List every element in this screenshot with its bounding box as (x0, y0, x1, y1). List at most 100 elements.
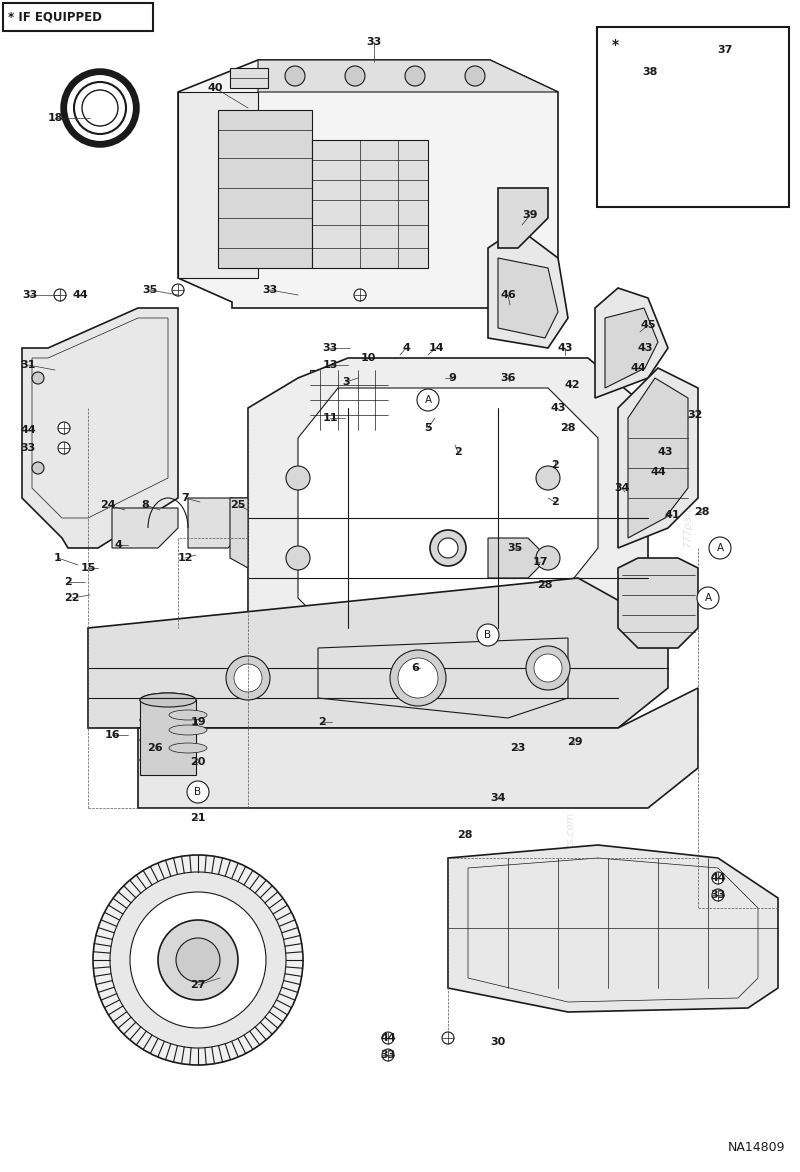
Circle shape (354, 289, 366, 301)
Text: 43: 43 (658, 447, 673, 457)
Circle shape (465, 66, 485, 86)
Text: 5: 5 (424, 423, 432, 432)
Text: 28: 28 (458, 830, 473, 840)
Text: 37: 37 (718, 45, 733, 55)
Circle shape (536, 546, 560, 570)
Text: 7: 7 (181, 493, 189, 503)
Text: 24: 24 (100, 500, 116, 510)
Polygon shape (88, 578, 668, 728)
Circle shape (382, 1049, 394, 1061)
Text: 19: 19 (190, 717, 206, 727)
Text: 26: 26 (147, 743, 163, 752)
Ellipse shape (140, 732, 196, 747)
Text: 4: 4 (114, 540, 122, 550)
Polygon shape (298, 388, 598, 638)
Ellipse shape (140, 693, 196, 707)
Text: 33: 33 (322, 343, 338, 353)
Polygon shape (595, 288, 668, 398)
Text: B: B (485, 631, 491, 640)
Text: NA14809: NA14809 (727, 1142, 785, 1154)
Text: 43: 43 (550, 403, 566, 413)
Text: 44: 44 (72, 289, 88, 300)
Text: 777parts.com: 777parts.com (683, 476, 693, 548)
Circle shape (58, 442, 70, 454)
Text: 777parts.com: 777parts.com (405, 709, 415, 786)
Text: * IF EQUIPPED: * IF EQUIPPED (8, 11, 102, 23)
Polygon shape (618, 368, 698, 548)
Text: 14: 14 (428, 343, 444, 353)
Polygon shape (498, 258, 558, 338)
Text: A: A (705, 593, 711, 604)
Circle shape (438, 538, 458, 558)
Text: 33: 33 (22, 289, 38, 300)
Ellipse shape (140, 752, 196, 766)
Text: 28: 28 (560, 423, 576, 432)
Circle shape (234, 665, 262, 691)
Text: 32: 32 (687, 410, 702, 420)
Circle shape (345, 66, 365, 86)
Text: 6: 6 (411, 663, 419, 673)
Text: *: * (611, 38, 618, 52)
Ellipse shape (140, 713, 196, 727)
Polygon shape (188, 498, 248, 548)
Text: 33: 33 (710, 890, 726, 900)
Circle shape (158, 920, 238, 1000)
Text: 12: 12 (178, 553, 193, 563)
FancyBboxPatch shape (597, 27, 789, 207)
Text: 42: 42 (564, 380, 580, 390)
Circle shape (405, 66, 425, 86)
Text: 2: 2 (551, 459, 559, 470)
Text: 22: 22 (64, 593, 80, 604)
Polygon shape (178, 60, 558, 308)
Circle shape (285, 66, 305, 86)
Circle shape (709, 537, 731, 559)
Circle shape (712, 890, 724, 901)
Text: 30: 30 (490, 1037, 506, 1047)
Text: 38: 38 (642, 67, 658, 77)
Text: B: B (194, 788, 202, 797)
Text: 17: 17 (532, 557, 548, 567)
Circle shape (442, 1033, 454, 1044)
Text: 44: 44 (710, 873, 726, 883)
Circle shape (286, 546, 310, 570)
Circle shape (110, 872, 286, 1048)
Text: 34: 34 (614, 483, 630, 493)
Text: 2: 2 (551, 497, 559, 507)
Text: 33: 33 (366, 38, 382, 47)
Text: 31: 31 (20, 360, 36, 370)
Text: 15: 15 (80, 563, 96, 573)
Text: 10: 10 (360, 353, 376, 363)
Circle shape (176, 938, 220, 982)
Text: 2: 2 (318, 717, 326, 727)
Polygon shape (628, 379, 688, 538)
Text: 35: 35 (142, 285, 158, 295)
Polygon shape (318, 638, 568, 718)
Text: 3: 3 (342, 377, 350, 387)
Circle shape (697, 587, 719, 609)
Polygon shape (605, 308, 658, 388)
Text: 28: 28 (694, 507, 710, 517)
Circle shape (390, 650, 446, 706)
Text: 36: 36 (500, 373, 516, 383)
Polygon shape (498, 188, 548, 248)
Text: 41: 41 (664, 510, 680, 520)
Text: 9: 9 (448, 373, 456, 383)
Polygon shape (178, 91, 258, 278)
Circle shape (477, 624, 499, 646)
Text: 1: 1 (54, 553, 62, 563)
Text: 29: 29 (567, 737, 583, 747)
Text: 4: 4 (402, 343, 410, 353)
Text: 33: 33 (262, 285, 278, 295)
Polygon shape (248, 357, 648, 699)
Text: 8: 8 (141, 500, 149, 510)
Text: 13: 13 (322, 360, 338, 370)
Text: 27: 27 (190, 980, 206, 990)
Polygon shape (658, 42, 698, 192)
Circle shape (54, 289, 66, 301)
Polygon shape (618, 558, 698, 648)
Text: 2: 2 (64, 577, 72, 587)
Polygon shape (218, 110, 312, 268)
Circle shape (286, 466, 310, 490)
Text: 20: 20 (190, 757, 206, 766)
Ellipse shape (169, 710, 207, 720)
